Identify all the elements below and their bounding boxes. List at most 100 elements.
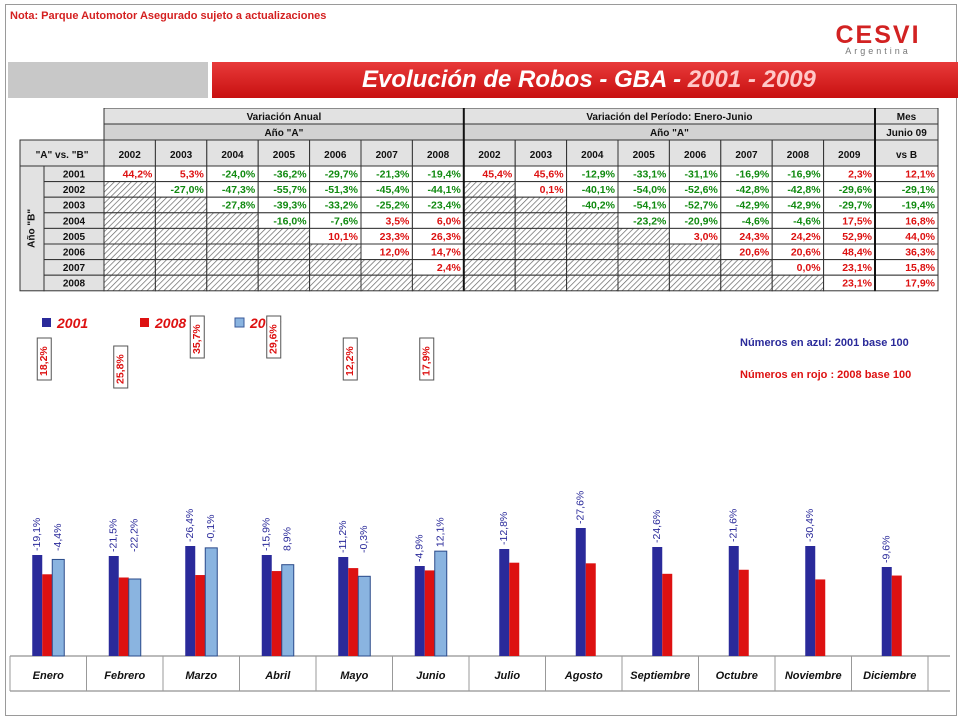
value-cell-text: -40,1% <box>582 184 616 196</box>
label-2009-vs-2001: -22,2% <box>129 519 141 552</box>
banner-gray-block <box>8 62 208 98</box>
month-label: Noviembre <box>785 670 842 682</box>
variation-table: Variación Anual Variación del Período: En… <box>19 108 939 292</box>
year-header-text: 2006 <box>324 150 347 161</box>
value-cell-text: -19,4% <box>428 169 462 181</box>
value-cell-text: 0,1% <box>540 184 565 196</box>
var-2009-box <box>419 337 435 381</box>
hatched-cell <box>257 259 311 276</box>
bar-2008 <box>118 577 129 656</box>
value-cell-text: 48,4% <box>842 247 872 259</box>
banner-red-block: Evolución de Robos - GBA - 2001 - 2009 <box>212 62 958 98</box>
label-2008-vs-2001: -21,6% <box>728 509 740 542</box>
bar-2001 <box>575 528 586 656</box>
hatched-cell <box>617 274 670 292</box>
year-header-cell <box>720 139 773 167</box>
month-label: Mayo <box>340 670 368 682</box>
hatched-cell <box>566 227 619 245</box>
hatched-cell <box>617 243 670 261</box>
value-cell-text: 45,4% <box>482 169 512 181</box>
var-2009-label: 18,2% <box>38 346 50 376</box>
year-header-cell <box>514 139 568 167</box>
hatched-cell <box>771 274 825 292</box>
value-cell-text: 5,3% <box>180 169 205 181</box>
value-cell-text: 24,2% <box>791 231 821 243</box>
hatched-cell <box>668 243 722 261</box>
bar-2008 <box>662 573 673 656</box>
hatched-cell <box>720 274 773 292</box>
value-cell-text: 17,5% <box>842 215 872 227</box>
hatched-cell <box>206 259 259 276</box>
hatched-cell <box>103 196 156 214</box>
mes-value-text: 16,8% <box>905 215 935 227</box>
value-cell-text: 23,3% <box>380 231 410 243</box>
hatched-cell <box>309 259 362 276</box>
value-cell-text: -12,9% <box>582 169 616 181</box>
hatched-cell <box>103 181 156 198</box>
periodo-anio-a-label: Año "A" <box>650 128 689 139</box>
year-header-text: 2008 <box>787 150 810 161</box>
row-year-text: 2004 <box>63 216 86 227</box>
page-title-years: 2001 - 2009 <box>687 66 816 93</box>
hatched-cell <box>103 243 156 261</box>
value-cell-text: 2,4% <box>437 262 462 274</box>
month-label: Julio <box>494 670 520 682</box>
hatched-cell <box>411 274 465 292</box>
value-cell-text: -16,9% <box>787 169 821 181</box>
hatched-cell <box>463 274 516 292</box>
label-2008-vs-2001: -11,2% <box>337 521 349 554</box>
title-banner: Evolución de Robos - GBA - 2001 - 2009 <box>0 62 958 98</box>
month-label: Marzo <box>185 670 217 682</box>
bar-2001 <box>261 555 272 656</box>
label-2008-vs-2001: -9,6% <box>881 536 893 563</box>
legend-item-2008: 2008 <box>140 315 186 331</box>
value-cell-text: -45,4% <box>376 184 410 196</box>
periodo-group-label: Variación del Período: Enero-Junio <box>586 112 752 123</box>
bar-2001 <box>338 557 349 656</box>
hatched-cell <box>206 227 259 245</box>
bar-2001 <box>414 566 425 656</box>
hatched-cell <box>720 259 773 276</box>
value-cell-text: 3,5% <box>385 215 410 227</box>
year-header-cell <box>257 139 311 167</box>
mes-value-text: -19,4% <box>902 200 936 212</box>
hatched-cell <box>103 274 156 292</box>
bar-2008 <box>585 563 596 656</box>
bar-2008 <box>271 571 282 656</box>
value-cell-text: -4,6% <box>793 215 821 227</box>
var-2009-box <box>266 315 282 359</box>
value-cell-text: -4,6% <box>742 215 770 227</box>
value-cell-text: -21,3% <box>376 169 410 181</box>
mes-value-text: 12,1% <box>905 169 935 181</box>
year-header-text: 2008 <box>427 150 450 161</box>
value-cell-text: 24,3% <box>739 231 769 243</box>
value-cell-text: 3,0% <box>694 231 719 243</box>
hatched-cell <box>103 212 156 229</box>
value-cell-text: -33,2% <box>325 200 359 212</box>
value-cell-text: -29,7% <box>325 169 359 181</box>
row-year-text: 2008 <box>63 279 86 290</box>
row-year-text: 2001 <box>63 170 86 181</box>
value-cell-text: -52,7% <box>685 200 719 212</box>
hatched-cell <box>257 274 311 292</box>
var-2009-box <box>113 345 129 389</box>
mes-value-text: 36,3% <box>905 247 935 259</box>
bar-2008 <box>738 569 749 656</box>
hatched-cell <box>360 259 413 276</box>
hatched-cell <box>257 227 311 245</box>
value-cell-text: -31,1% <box>685 169 719 181</box>
bar-2009 <box>434 550 448 657</box>
value-cell-text: 23,1% <box>842 262 872 274</box>
year-header-cell <box>566 139 619 167</box>
var-2009-label: 35,7% <box>191 324 203 354</box>
bar-2001 <box>652 547 663 656</box>
label-2008-vs-2001: -12,8% <box>498 512 510 545</box>
var-2009-box <box>189 315 205 359</box>
a-vs-b-label: "A" vs. "B" <box>36 150 89 161</box>
hatched-cell <box>514 212 568 229</box>
hatched-cell <box>617 227 670 245</box>
hatched-cell <box>617 259 670 276</box>
value-cell-text: -42,9% <box>736 200 770 212</box>
hatched-cell <box>566 259 619 276</box>
